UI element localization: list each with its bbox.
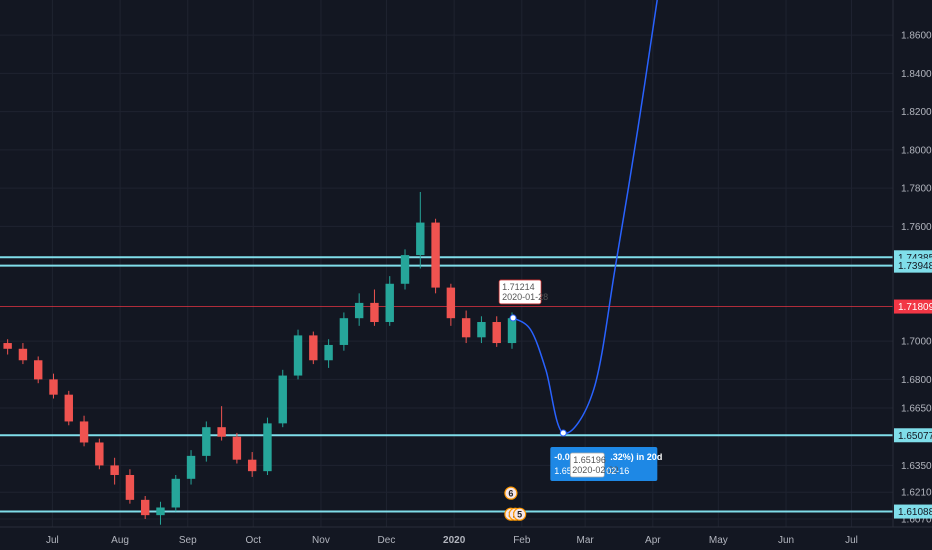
candle-body: [492, 322, 501, 344]
time-axis[interactable]: Jul Aug Sep Oct Nov Dec 2020 Feb Mar Apr May Jun Jul: [46, 535, 858, 546]
level-price-label: 1.73948: [898, 261, 932, 272]
time-tick-label: 2020: [443, 535, 466, 546]
event-marker[interactable]: [513, 507, 527, 521]
candle-body: [247, 459, 257, 472]
price-tick-label: 1.80000: [901, 145, 932, 156]
time-tick-label: Oct: [245, 535, 261, 546]
candle-body: [79, 421, 89, 443]
end-point-date-2: 02-16: [606, 466, 629, 476]
time-tick-label: Jun: [778, 535, 794, 546]
start-point-price: 1.71214: [502, 282, 535, 292]
candles: [3, 191, 517, 525]
horizontal-levels[interactable]: [0, 256, 893, 513]
candle-body: [263, 423, 272, 472]
event-marker[interactable]: [504, 486, 518, 500]
candle-body: [309, 335, 318, 361]
candle-body: [34, 360, 43, 380]
price-tick-label: 1.62100: [901, 488, 932, 499]
candle-body: [431, 222, 440, 288]
candle-body: [95, 442, 104, 466]
candle-body: [278, 375, 287, 424]
time-tick-label: Mar: [577, 535, 595, 546]
start-point-date: 2020-01-28: [502, 292, 548, 302]
measure-price-left: 1.65: [554, 466, 572, 476]
time-tick-label: Feb: [513, 535, 531, 546]
candle-body: [339, 318, 349, 345]
time-tick-label: Aug: [111, 535, 129, 546]
candle-body: [49, 379, 58, 395]
price-tick-label: 1.82000: [901, 107, 932, 118]
event-marker-label: 5: [517, 510, 522, 520]
projection-curve-line[interactable]: [512, 0, 658, 434]
end-point-date: 2020-02-20: [572, 465, 618, 475]
current-price-tag: [894, 299, 932, 314]
price-tick-label: 1.60700: [901, 514, 932, 525]
candle-body: [232, 436, 242, 460]
candle-body: [186, 455, 196, 479]
time-tick-label: Nov: [312, 535, 330, 546]
time-tick-label: Jul: [46, 535, 59, 546]
price-tick-label: 1.70000: [901, 337, 932, 348]
level-price-label: 1.74385: [898, 253, 932, 264]
price-tick-label: 1.86000: [901, 31, 932, 42]
level-price-tag: [894, 258, 932, 273]
price-tick-label: 1.84000: [901, 69, 932, 80]
time-tick-label: Sep: [179, 535, 197, 546]
projection-curve[interactable]: [509, 0, 658, 437]
end-point-price: 1.65196: [573, 455, 606, 465]
projection-low-point[interactable]: [559, 429, 567, 437]
candle-body: [354, 302, 364, 319]
time-tick-label: May: [709, 535, 728, 546]
candle-body: [370, 302, 379, 323]
candle-body: [217, 427, 226, 437]
price-tick-label: 1.78000: [901, 184, 932, 195]
measure-change-left: -0.0: [554, 452, 570, 462]
candle-body: [18, 348, 28, 361]
candle-body: [324, 344, 333, 361]
price-tick-label: 1.66500: [901, 404, 932, 415]
price-tick-label: 1.68000: [901, 375, 932, 386]
candle-body: [461, 318, 471, 338]
candle-body: [110, 465, 119, 475]
candle-body: [140, 499, 150, 516]
candle-body: [385, 283, 394, 323]
end-point-tooltip: [569, 452, 605, 478]
candle-body: [64, 394, 73, 422]
level-price-label: 1.65077: [898, 431, 932, 442]
candle-body: [507, 318, 517, 344]
price-tick-label: 1.63500: [901, 461, 932, 472]
candle-body: [125, 474, 135, 500]
projection-start-point[interactable]: [509, 314, 517, 322]
price-tick-label: 1.76000: [901, 222, 932, 233]
time-tick-label: Jul: [845, 535, 858, 546]
candle-body: [416, 222, 425, 256]
time-tick-label: Apr: [645, 535, 661, 546]
event-markers[interactable]: 6325: [504, 486, 527, 521]
level-price-tag: [894, 504, 932, 519]
grid: [0, 0, 893, 527]
candle-body: [293, 335, 303, 376]
candle-body: [477, 322, 486, 338]
candle-body: [156, 507, 165, 516]
measure-change-right: .32%) in 20d: [610, 452, 662, 462]
candle-body: [400, 255, 410, 284]
level-price-tag: [894, 428, 932, 443]
event-marker-label: 6: [508, 489, 513, 499]
current-price-label: 1.71809: [898, 302, 932, 313]
start-point-tooltip: [498, 279, 542, 305]
candle-body: [446, 287, 456, 319]
candle-body: [3, 343, 12, 349]
level-price-label: 1.61088: [898, 507, 932, 518]
candle-body: [202, 427, 211, 456]
time-tick-label: Dec: [378, 535, 396, 546]
candle-body: [171, 478, 180, 508]
price-axis[interactable]: 1.86000 1.84000 1.82000 1.80000 1.78000 1.760…: [894, 31, 932, 526]
